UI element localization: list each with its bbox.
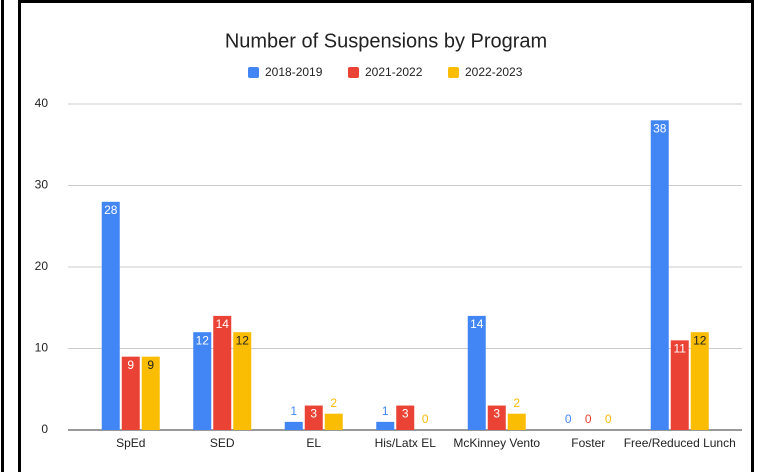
bar <box>284 421 303 430</box>
bar <box>193 332 212 430</box>
y-tick-label: 10 <box>35 341 49 355</box>
frame-edge <box>1 0 4 472</box>
value-label: 3 <box>402 407 409 421</box>
bar <box>376 421 395 430</box>
value-label: 28 <box>104 203 118 217</box>
bar <box>650 120 669 431</box>
bar <box>141 356 160 430</box>
bar <box>690 332 709 430</box>
value-label: 12 <box>196 333 210 347</box>
bar <box>467 315 486 430</box>
value-label: 12 <box>236 333 250 347</box>
bar <box>121 356 140 430</box>
x-tick-label: His/Latx EL <box>375 436 437 450</box>
legend-swatch <box>348 67 359 78</box>
y-tick-label: 0 <box>41 422 48 436</box>
value-label: 12 <box>693 333 707 347</box>
y-tick-label: 40 <box>35 96 49 110</box>
bar <box>233 332 252 430</box>
legend-label: 2018-2019 <box>265 65 323 79</box>
value-label: 3 <box>310 407 317 421</box>
value-label: 1 <box>382 404 389 418</box>
bar <box>324 413 343 430</box>
value-label: 14 <box>216 317 230 331</box>
value-label: 0 <box>565 412 572 426</box>
x-tick-label: SED <box>210 436 235 450</box>
value-label: 11 <box>674 342 687 356</box>
value-label: 9 <box>147 358 154 372</box>
value-label: 9 <box>127 358 134 372</box>
x-tick-label: McKinney Vento <box>453 436 540 450</box>
bar <box>507 413 526 430</box>
value-label: 0 <box>605 412 612 426</box>
legend-label: 2022-2023 <box>465 65 523 79</box>
value-label: 3 <box>493 407 500 421</box>
y-tick-label: 30 <box>35 178 49 192</box>
x-tick-label: SpEd <box>116 436 145 450</box>
value-label: 38 <box>653 121 667 135</box>
bar <box>213 315 232 430</box>
bar <box>487 405 506 430</box>
x-tick-label: EL <box>306 436 321 450</box>
y-tick-label: 20 <box>35 259 49 273</box>
x-tick-label: Foster <box>571 436 605 450</box>
value-label: 0 <box>585 412 592 426</box>
x-tick-label: Free/Reduced Lunch <box>624 436 736 450</box>
chart-frame <box>18 0 754 472</box>
legend-swatch <box>248 67 259 78</box>
legend-label: 2021-2022 <box>365 65 423 79</box>
chart-title: Number of Suspensions by Program <box>225 30 547 52</box>
bar <box>670 340 689 430</box>
bar <box>101 201 120 430</box>
value-label: 1 <box>290 404 297 418</box>
legend-swatch <box>448 67 459 78</box>
value-label: 2 <box>330 396 337 410</box>
bar <box>396 405 415 430</box>
value-label: 14 <box>470 317 484 331</box>
bar <box>304 405 323 430</box>
value-label: 2 <box>513 396 520 410</box>
value-label: 0 <box>422 412 429 426</box>
